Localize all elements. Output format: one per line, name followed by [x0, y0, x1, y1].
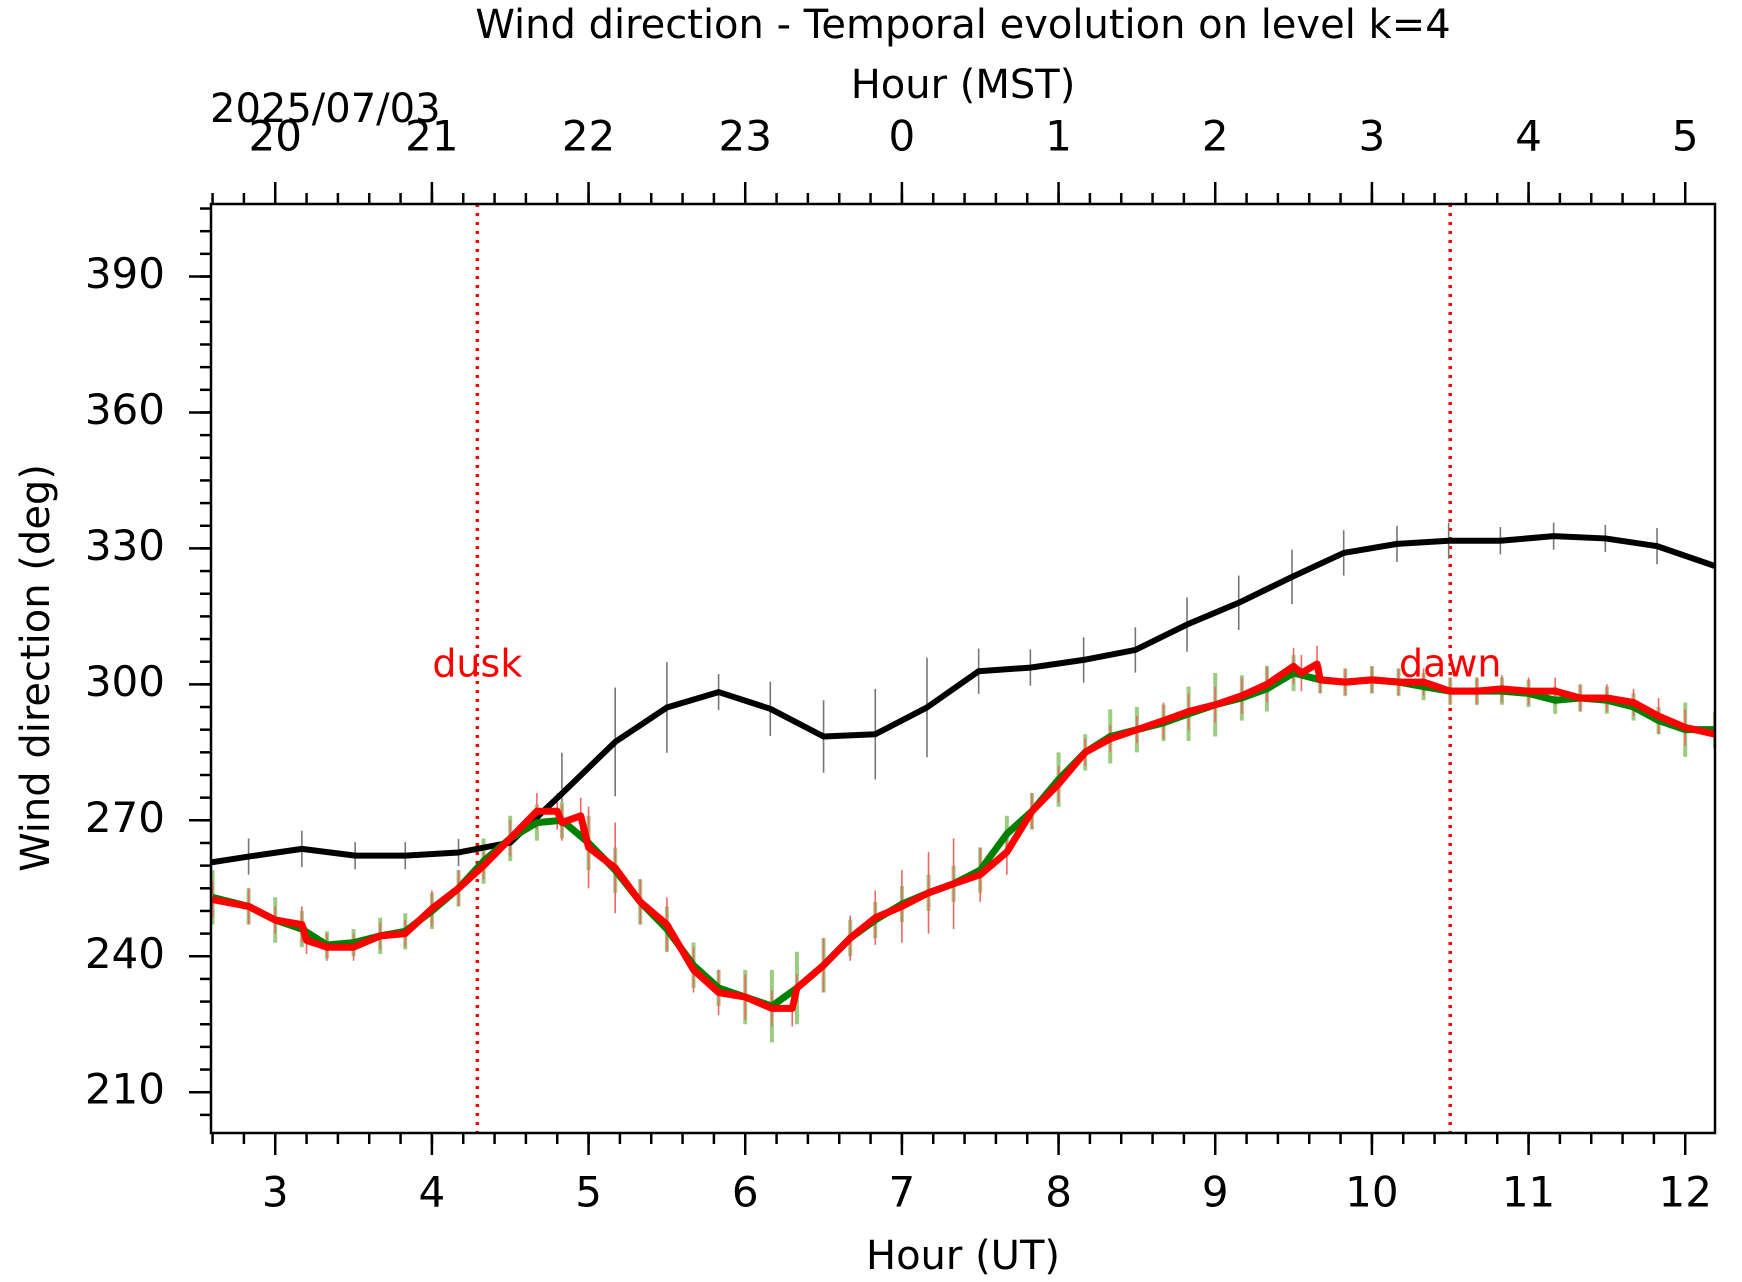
series-line: [211, 660, 1715, 1012]
x-tick-label: 11: [1502, 1168, 1555, 1217]
y-tick-label: 210: [85, 1065, 165, 1114]
x2-tick-label: 23: [719, 112, 772, 161]
x2-axis-label: Hour (MST): [851, 62, 1076, 108]
x2-tick-label: 21: [405, 112, 458, 161]
x2-tick-label: 0: [889, 112, 916, 161]
plot-area: [211, 204, 1715, 1133]
x-tick-label: 8: [1045, 1168, 1072, 1217]
x-tick-label: 4: [419, 1168, 446, 1217]
x2-tick-label: 22: [562, 112, 615, 161]
chart-title: Wind direction - Temporal evolution on l…: [475, 2, 1450, 48]
date-label: 2025/07/03: [210, 86, 441, 132]
series-line: [211, 533, 1715, 866]
x-tick-label: 5: [575, 1168, 602, 1217]
x2-tick-label: 3: [1359, 112, 1386, 161]
event-label: dawn: [1399, 642, 1502, 686]
y-axis-label: Wind direction (deg): [13, 464, 59, 872]
x-tick-label: 12: [1659, 1168, 1712, 1217]
y-tick-label: 240: [85, 929, 165, 978]
plot-frame: [209, 202, 1717, 1135]
y-tick-label: 360: [85, 385, 165, 434]
x-tick-label: 10: [1345, 1168, 1398, 1217]
x2-tick-label: 5: [1672, 112, 1699, 161]
event-label: dusk: [432, 642, 522, 686]
x-tick-label: 7: [889, 1168, 916, 1217]
x2-tick-label: 1: [1045, 112, 1072, 161]
x2-tick-label: 4: [1515, 112, 1542, 161]
x-axis-label: Hour (UT): [866, 1233, 1060, 1279]
y-tick-label: 330: [85, 521, 165, 570]
x-tick-label: 3: [262, 1168, 289, 1217]
x-tick-label: 9: [1202, 1168, 1229, 1217]
y-tick-label: 270: [85, 793, 165, 842]
x-tick-label: 6: [732, 1168, 759, 1217]
y-tick-label: 300: [85, 657, 165, 706]
x2-tick-label: 2: [1202, 112, 1229, 161]
x2-tick-label: 20: [249, 112, 302, 161]
y-tick-label: 390: [85, 249, 165, 298]
